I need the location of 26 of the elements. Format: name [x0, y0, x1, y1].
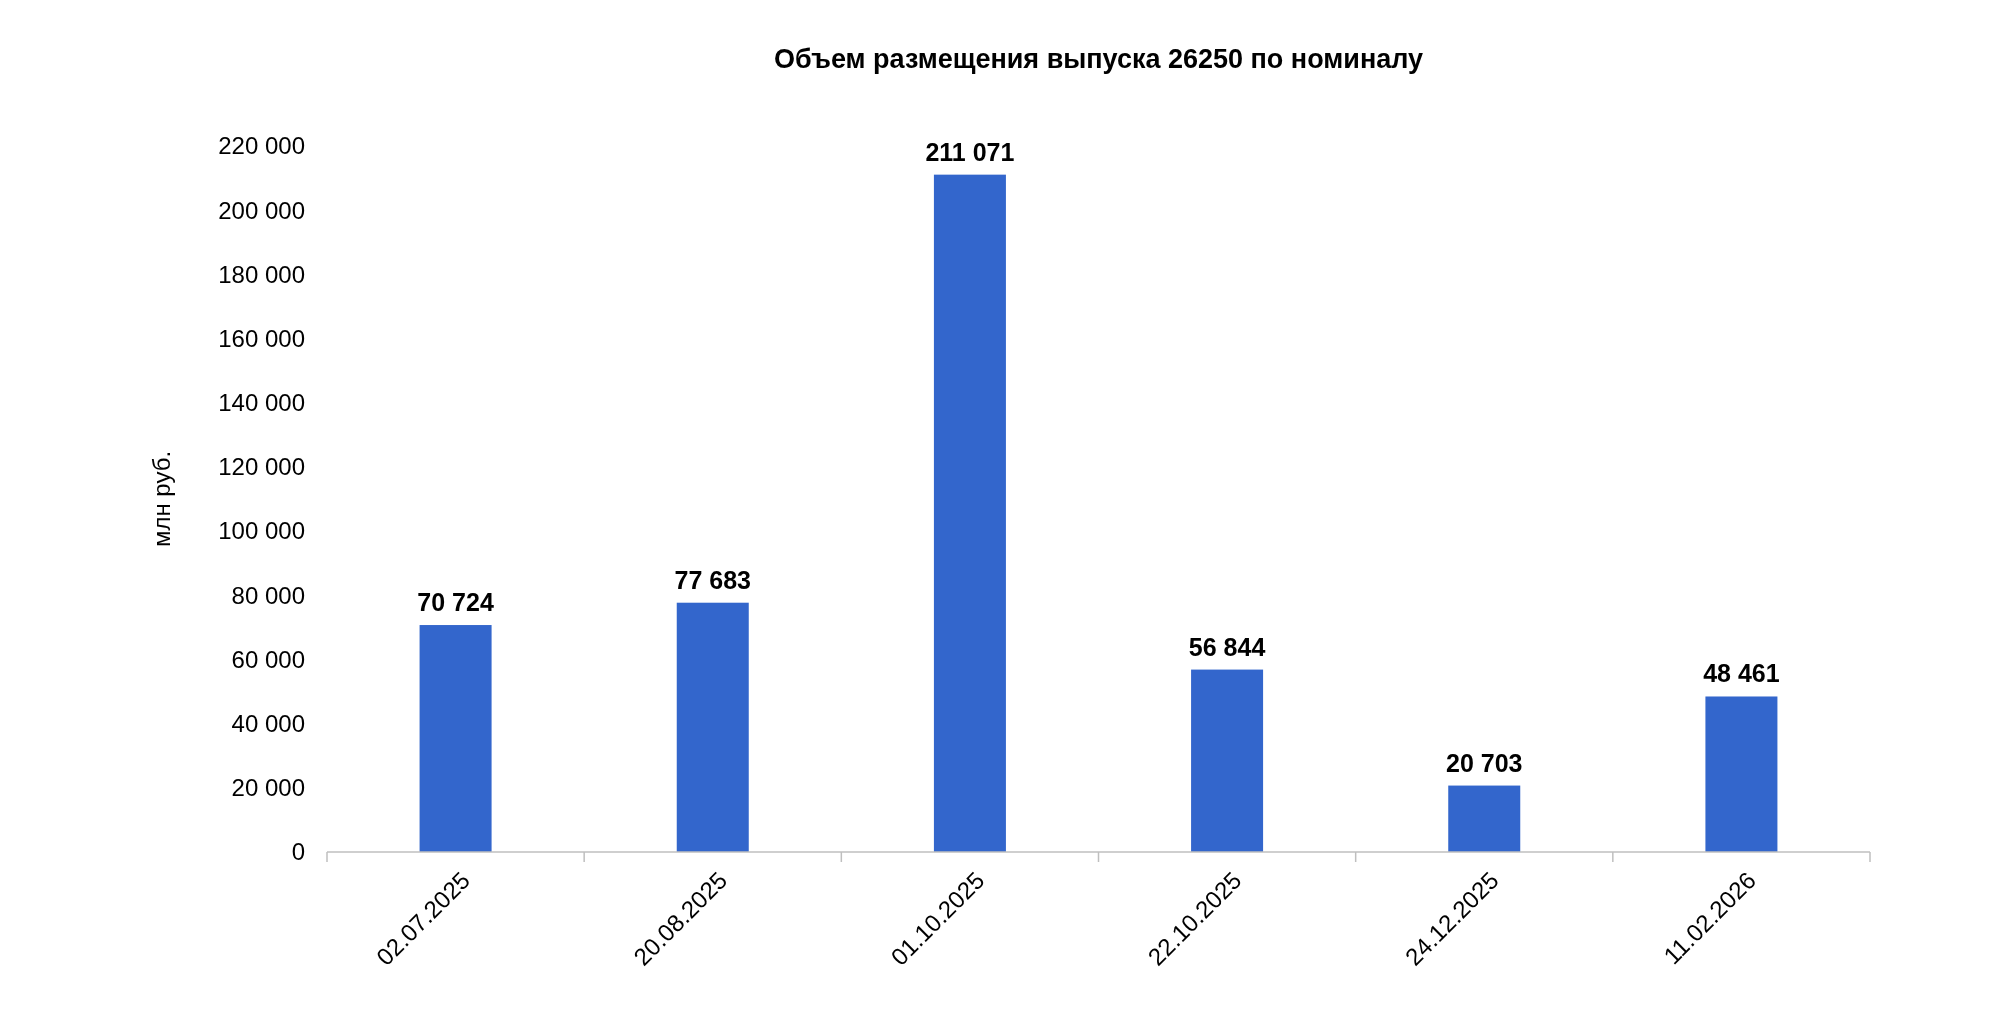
y-tick-label: 180 000: [218, 260, 305, 288]
y-tick-label: 200 000: [218, 196, 305, 224]
data-label: 70 724: [417, 588, 494, 617]
y-tick-label: 220 000: [218, 132, 305, 160]
y-tick-label: 40 000: [231, 710, 305, 738]
y-tick-label: 100 000: [218, 517, 305, 545]
y-tick-label: 140 000: [218, 389, 305, 417]
y-tick-label: 60 000: [231, 645, 305, 673]
bar: [419, 625, 492, 852]
y-axis-title: млн руб.: [148, 450, 175, 548]
bar: [1191, 669, 1264, 852]
bar: [1705, 696, 1778, 852]
data-label: 211 071: [925, 137, 1015, 166]
data-label: 20 703: [1446, 748, 1523, 777]
chart-title: Объем размещения выпуска 26250 по номиналу: [773, 44, 1424, 74]
bar: [1448, 785, 1521, 852]
data-label: 56 844: [1188, 632, 1266, 661]
y-tick-label: 80 000: [231, 581, 305, 609]
bar: [933, 174, 1006, 852]
data-label: 77 683: [674, 565, 751, 594]
y-tick-label: 0: [291, 838, 305, 866]
y-tick-label: 20 000: [231, 774, 305, 802]
data-label: 48 461: [1703, 659, 1780, 688]
y-tick-label: 160 000: [218, 324, 305, 352]
y-tick-label: 120 000: [218, 453, 305, 481]
bar: [676, 602, 749, 852]
